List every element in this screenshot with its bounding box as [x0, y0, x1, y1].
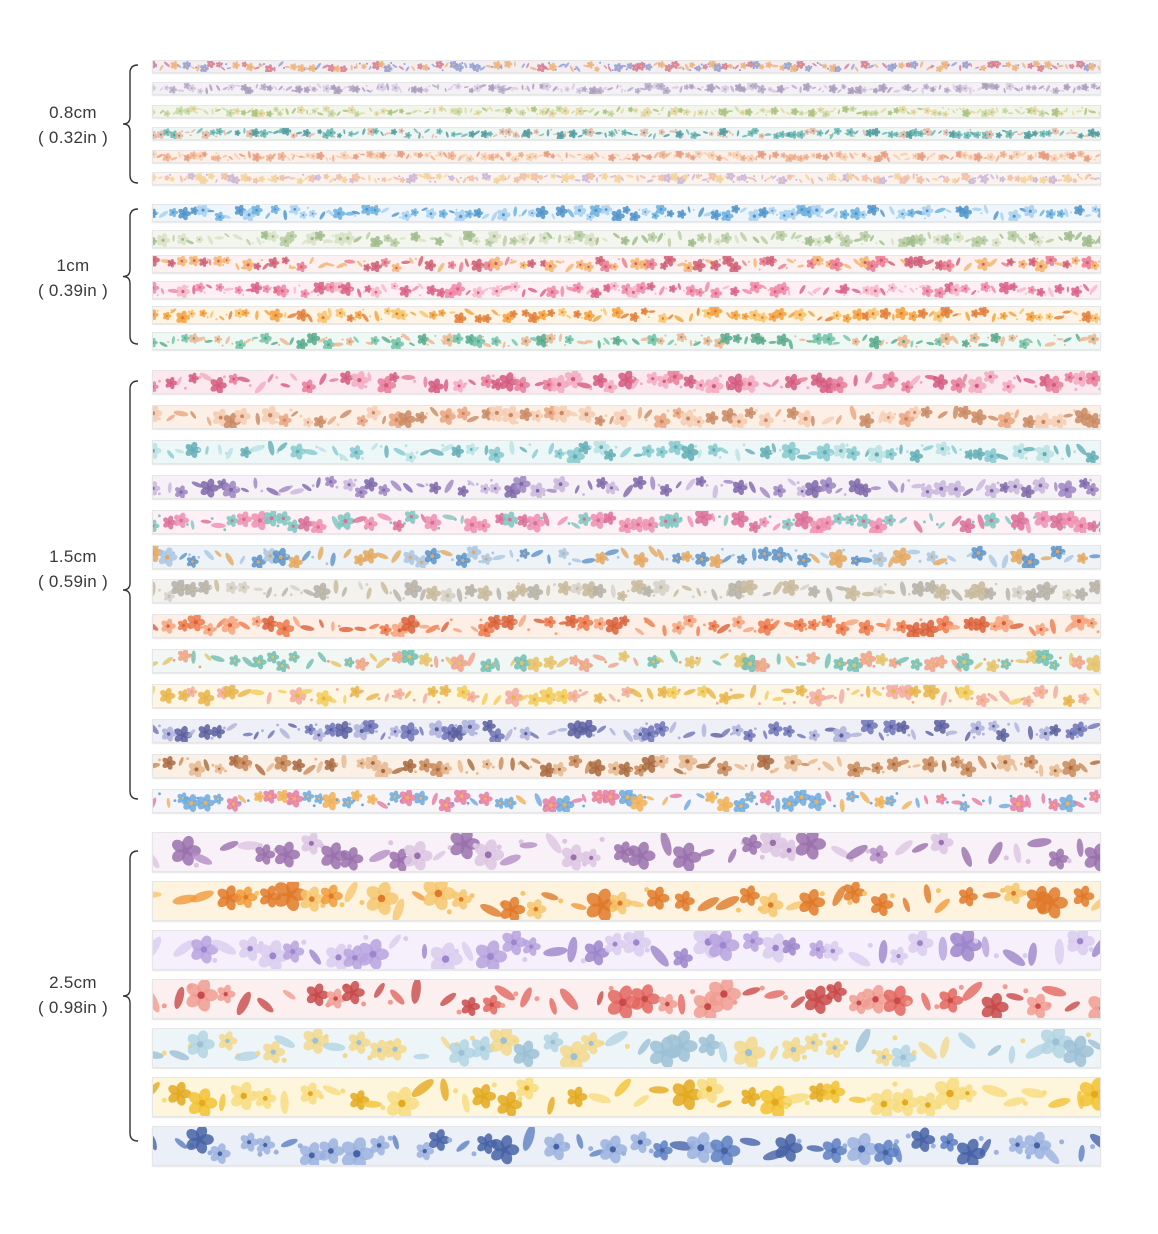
- size-bracket: [120, 380, 142, 800]
- size-label-0-8cm: 0.8cm ( 0.32in ): [0, 100, 146, 150]
- tape-strip-red-coral-floral: [152, 979, 1101, 1019]
- tape-strip-sage-leaf: [152, 230, 1101, 248]
- tape-strip-grey-leaf-sketch: [152, 579, 1101, 603]
- tape-strip-peach-botanical: [152, 405, 1101, 429]
- tape-strip-teal-coral-ditsy: [152, 649, 1101, 673]
- size-label-1cm: 1cm ( 0.39in ): [0, 253, 146, 303]
- size-cm: 0.8cm: [49, 103, 97, 122]
- tape-strip-pink-teal-rose: [152, 510, 1101, 534]
- size-in: ( 0.32in ): [37, 128, 109, 147]
- tape-strip-peach-floral: [152, 150, 1101, 163]
- tape-strip-pastel-mix-floral: [152, 172, 1101, 185]
- size-in: ( 0.39in ): [37, 281, 109, 300]
- size-cm: 1.5cm: [49, 547, 97, 566]
- tape-strip-lavender-sprig: [152, 82, 1101, 95]
- tape-strip-green-leaf: [152, 105, 1101, 118]
- size-label-2-5cm: 2.5cm ( 0.98in ): [0, 970, 146, 1020]
- tape-strip-blue-blossom: [152, 204, 1101, 222]
- tape-strip-lilac-rose: [152, 832, 1101, 872]
- tape-strip-orange-daisy: [152, 306, 1101, 324]
- tape-strip-yellow-peach-floral: [152, 684, 1101, 708]
- tape-strip-tiny-multicolor-floral: [152, 60, 1101, 73]
- size-cm: 1cm: [56, 256, 90, 275]
- size-bracket: [120, 64, 142, 184]
- tape-strip-yellow-blossom: [152, 1077, 1101, 1117]
- tape-strip-brown-botanical: [152, 754, 1101, 778]
- tape-strip-orange-wildflower: [152, 881, 1101, 921]
- tape-strip-pink-rose: [152, 281, 1101, 299]
- tape-strip-lavender-lily: [152, 930, 1101, 970]
- size-bracket: [120, 850, 142, 1142]
- tape-strip-indigo-floral: [152, 719, 1101, 743]
- tape-strip-teal-dot-floral: [152, 127, 1101, 140]
- tape-strip-blue-leaf: [152, 1126, 1101, 1166]
- tape-strip-blue-watercolor-floral: [152, 545, 1101, 569]
- tape-strip-pink-orange-floral: [152, 255, 1101, 273]
- size-cm: 2.5cm: [49, 973, 97, 992]
- size-bracket: [120, 208, 142, 345]
- size-in: ( 0.59in ): [37, 572, 109, 591]
- tape-strip-purple-wildflower: [152, 475, 1101, 499]
- size-label-1-5cm: 1.5cm ( 0.59in ): [0, 544, 146, 594]
- tape-strip-coral-orange-floral: [152, 614, 1101, 638]
- tape-strip-cherry-blossom-pink: [152, 370, 1101, 394]
- tape-strip-aqua-floral: [152, 440, 1101, 464]
- tape-strip-pale-sky-floral: [152, 1028, 1101, 1068]
- tape-strip-multicolor-ditsy: [152, 789, 1101, 813]
- size-in: ( 0.98in ): [37, 998, 109, 1017]
- tape-strip-mint-leaf: [152, 332, 1101, 350]
